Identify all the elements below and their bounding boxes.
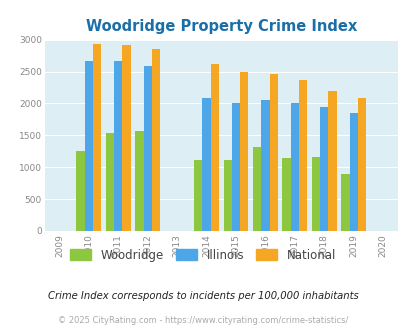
Bar: [261, 100, 269, 231]
Bar: [311, 157, 320, 231]
Bar: [194, 160, 202, 231]
Bar: [76, 151, 85, 231]
Text: Crime Index corresponds to incidents per 100,000 inhabitants: Crime Index corresponds to incidents per…: [47, 291, 358, 301]
Bar: [202, 98, 210, 231]
Bar: [122, 45, 130, 231]
Bar: [269, 74, 277, 231]
Bar: [231, 103, 239, 231]
Bar: [151, 49, 160, 231]
Bar: [328, 91, 336, 231]
Bar: [239, 72, 248, 231]
Bar: [290, 103, 298, 231]
Text: © 2025 CityRating.com - https://www.cityrating.com/crime-statistics/: © 2025 CityRating.com - https://www.city…: [58, 316, 347, 325]
Bar: [106, 133, 114, 231]
Bar: [252, 147, 261, 231]
Title: Woodridge Property Crime Index: Woodridge Property Crime Index: [85, 19, 356, 34]
Bar: [320, 107, 328, 231]
Bar: [143, 66, 151, 231]
Bar: [114, 61, 122, 231]
Bar: [298, 81, 307, 231]
Bar: [210, 64, 218, 231]
Legend: Woodridge, Illinois, National: Woodridge, Illinois, National: [65, 244, 340, 266]
Bar: [341, 174, 349, 231]
Bar: [357, 98, 365, 231]
Bar: [135, 131, 143, 231]
Bar: [223, 159, 231, 231]
Bar: [349, 113, 357, 231]
Bar: [282, 158, 290, 231]
Bar: [85, 61, 93, 231]
Bar: [93, 44, 101, 231]
